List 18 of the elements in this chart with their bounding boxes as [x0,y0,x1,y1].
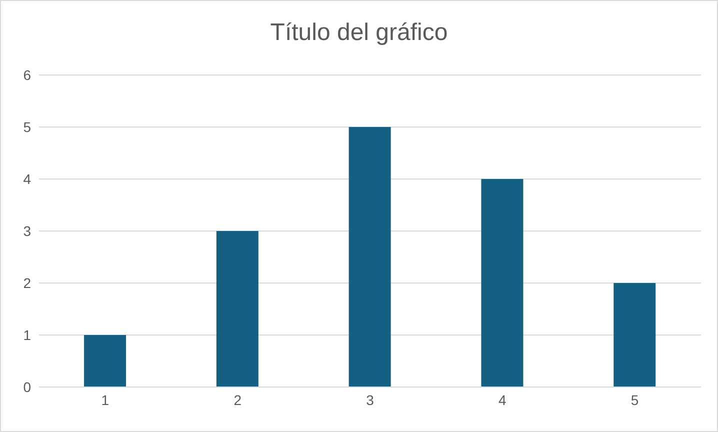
x-tick-label: 1 [101,392,110,408]
chart-title: Título del gráfico [269,19,449,47]
y-tick-label: 3 [23,222,32,239]
bar [84,335,126,387]
bar [614,283,656,387]
y-tick-label: 6 [23,66,32,83]
x-tick-label: 5 [630,392,639,408]
y-tick-label: 5 [23,118,32,135]
bar [216,231,258,387]
y-tick-label: 4 [23,170,32,187]
bar [481,179,524,387]
bar [348,127,391,387]
x-tick-label: 2 [234,392,242,408]
y-tick-label: 2 [23,274,32,291]
y-tick-label: 0 [23,378,32,395]
x-tick-label: 3 [366,392,374,408]
x-tick-label: 4 [498,392,506,408]
y-tick-label: 1 [23,326,32,343]
